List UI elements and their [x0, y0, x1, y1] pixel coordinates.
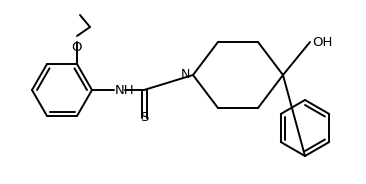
Text: N: N	[181, 68, 190, 82]
Text: OH: OH	[312, 36, 332, 49]
Text: O: O	[72, 41, 82, 54]
Text: S: S	[140, 111, 148, 124]
Text: NH: NH	[115, 84, 135, 96]
